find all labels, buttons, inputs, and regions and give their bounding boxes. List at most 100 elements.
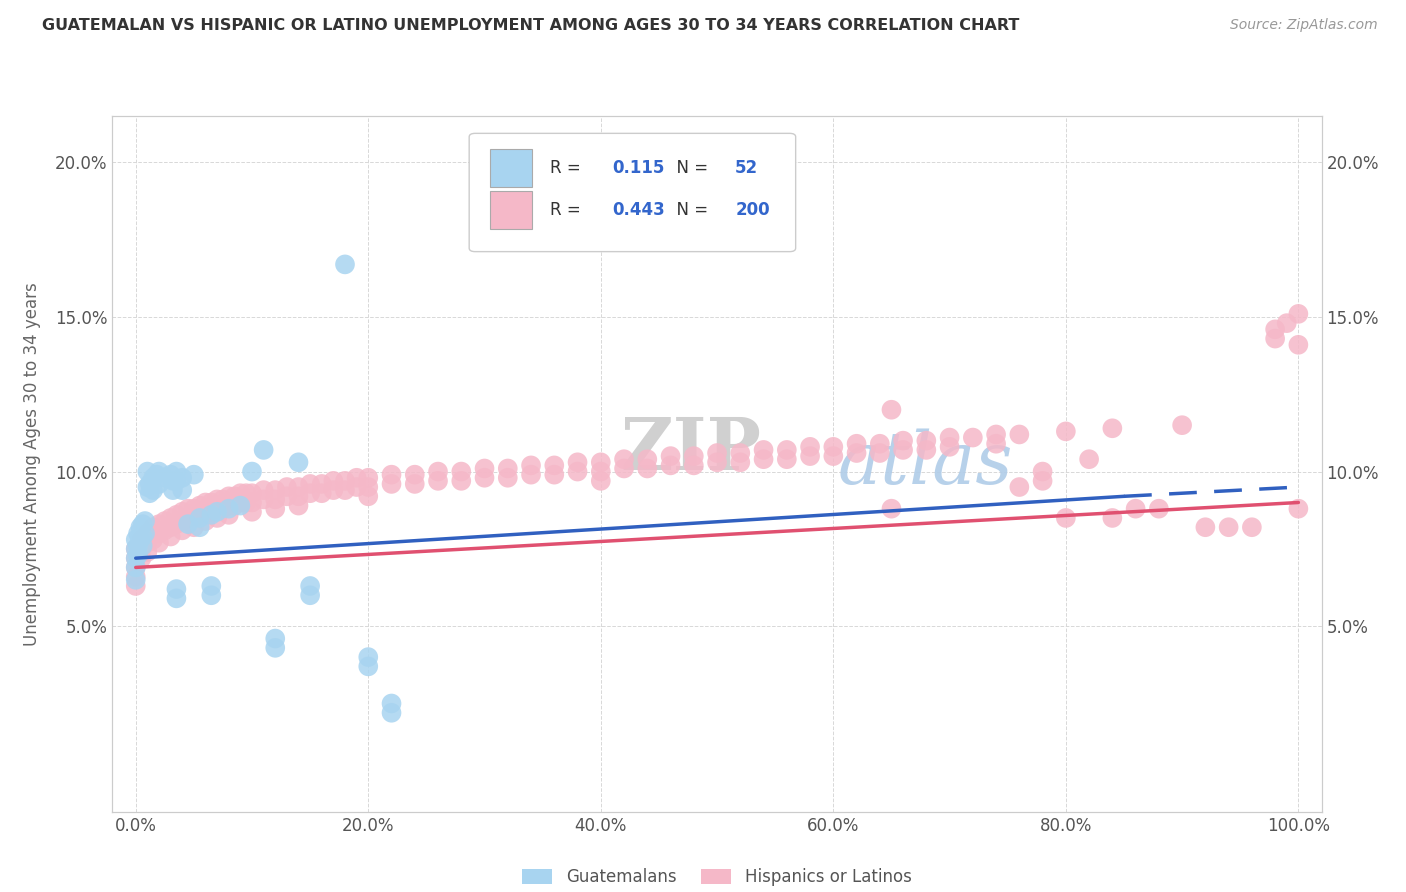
Point — [357, 659, 380, 673]
Point — [1194, 520, 1216, 534]
Point — [172, 505, 194, 519]
Point — [264, 640, 287, 655]
Y-axis label: Unemployment Among Ages 30 to 34 years: Unemployment Among Ages 30 to 34 years — [24, 282, 41, 646]
Point — [1032, 465, 1054, 479]
Point — [1101, 421, 1123, 435]
Point — [165, 474, 187, 488]
Point — [427, 465, 450, 479]
Point — [148, 517, 170, 532]
Point — [730, 455, 752, 469]
Point — [188, 508, 211, 522]
Point — [194, 514, 217, 528]
Point — [200, 495, 222, 509]
Point — [162, 474, 184, 488]
Point — [127, 526, 149, 541]
Point — [869, 436, 891, 450]
Point — [287, 499, 309, 513]
Point — [205, 501, 228, 516]
Point — [264, 632, 287, 646]
Point — [142, 471, 165, 485]
Point — [264, 492, 287, 507]
Point — [188, 511, 211, 525]
Text: 0.443: 0.443 — [612, 201, 665, 219]
Point — [240, 486, 263, 500]
Point — [880, 402, 903, 417]
Point — [357, 471, 380, 485]
Bar — [489, 149, 531, 187]
Point — [589, 474, 612, 488]
Point — [1240, 520, 1263, 534]
Point — [682, 449, 704, 463]
Point — [1264, 322, 1286, 336]
Point — [177, 517, 200, 532]
Point — [240, 495, 263, 509]
Point — [752, 442, 775, 457]
Point — [131, 541, 153, 556]
Point — [235, 486, 257, 500]
Point — [474, 471, 496, 485]
Point — [165, 582, 187, 596]
Point — [311, 477, 333, 491]
Point — [1054, 425, 1077, 439]
Point — [131, 533, 153, 547]
Point — [183, 501, 205, 516]
Point — [1286, 501, 1309, 516]
Point — [799, 449, 821, 463]
Point — [1101, 511, 1123, 525]
Point — [153, 471, 176, 485]
Point — [136, 465, 159, 479]
Text: atlas: atlas — [838, 428, 1014, 500]
Point — [165, 508, 187, 522]
Point — [520, 458, 543, 473]
Point — [224, 489, 246, 503]
Point — [153, 524, 176, 538]
Point — [136, 526, 159, 541]
Text: 52: 52 — [735, 159, 758, 178]
Point — [333, 257, 356, 271]
Point — [183, 511, 205, 525]
Point — [129, 533, 152, 547]
Point — [589, 455, 612, 469]
Point — [240, 465, 263, 479]
Point — [915, 442, 938, 457]
Point — [322, 474, 344, 488]
Text: R =: R = — [550, 201, 586, 219]
Point — [346, 471, 368, 485]
Point — [194, 505, 217, 519]
Point — [1008, 480, 1031, 494]
Point — [165, 591, 187, 606]
Point — [172, 471, 194, 485]
Point — [567, 465, 589, 479]
Point — [125, 541, 148, 556]
Point — [142, 533, 165, 547]
Point — [613, 461, 636, 475]
Point — [132, 517, 153, 532]
Point — [380, 467, 402, 482]
Point — [520, 467, 543, 482]
Point — [496, 461, 519, 475]
Bar — [489, 191, 531, 229]
Point — [938, 431, 960, 445]
Point — [159, 520, 181, 534]
Point — [194, 495, 217, 509]
Point — [915, 434, 938, 448]
Point — [252, 442, 274, 457]
Point — [287, 480, 309, 494]
Point — [299, 588, 322, 602]
Point — [165, 465, 187, 479]
Point — [153, 514, 176, 528]
Point — [287, 455, 309, 469]
Point — [380, 697, 402, 711]
Point — [159, 467, 181, 482]
Point — [589, 465, 612, 479]
Point — [984, 427, 1007, 442]
Point — [142, 483, 165, 497]
Text: N =: N = — [666, 201, 714, 219]
Point — [125, 533, 148, 547]
Point — [357, 489, 380, 503]
Point — [287, 489, 309, 503]
Point — [776, 452, 799, 467]
Point — [311, 486, 333, 500]
Point — [1286, 307, 1309, 321]
Point — [1008, 427, 1031, 442]
